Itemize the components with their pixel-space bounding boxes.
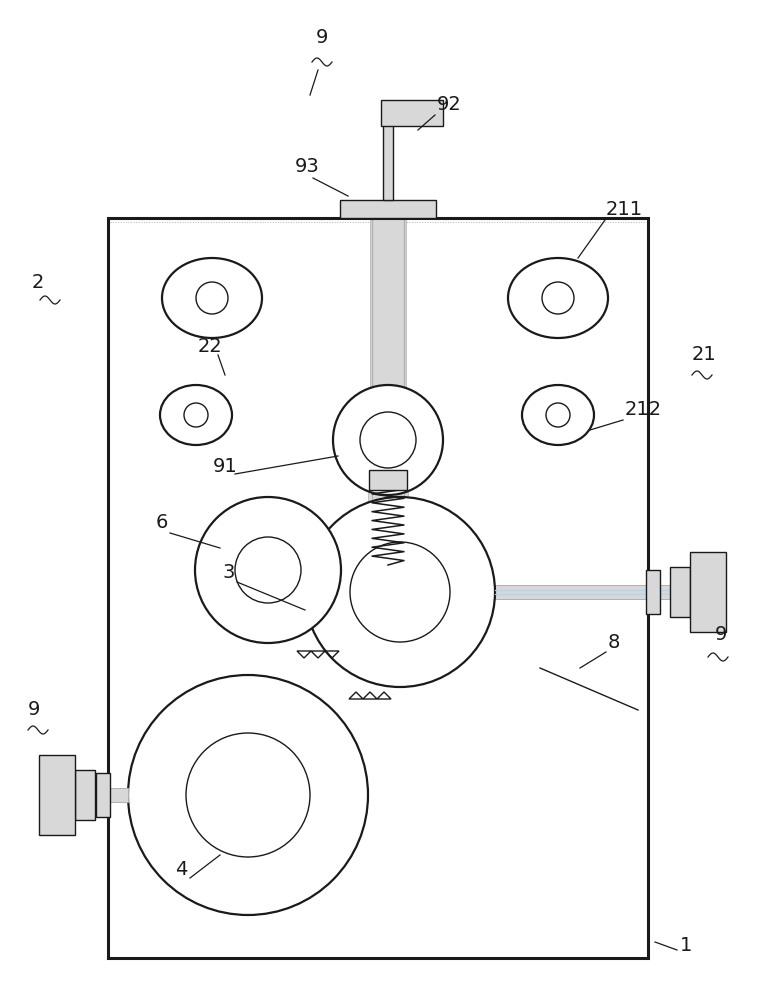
Text: 2: 2 (32, 273, 45, 292)
Bar (75, 770, 95, 820)
Bar (96, 773, 110, 817)
Bar (95, 788, 128, 802)
Text: 92: 92 (437, 95, 462, 114)
Text: 4: 4 (175, 860, 187, 879)
Circle shape (128, 675, 368, 915)
Ellipse shape (160, 385, 232, 445)
Circle shape (305, 497, 495, 687)
Circle shape (546, 403, 570, 427)
Bar (381, 100, 443, 126)
Text: 21: 21 (692, 345, 717, 364)
Bar (368, 490, 408, 560)
Circle shape (195, 497, 341, 643)
Text: 22: 22 (198, 337, 223, 356)
Text: 212: 212 (625, 400, 662, 419)
Bar (39, 755, 75, 835)
Text: 91: 91 (213, 457, 237, 476)
Circle shape (360, 412, 416, 468)
Text: 1: 1 (680, 936, 692, 955)
Bar (383, 118, 393, 200)
Bar (370, 218, 406, 580)
Bar (108, 218, 648, 958)
Bar (646, 570, 660, 614)
Text: 9: 9 (28, 700, 40, 719)
Ellipse shape (162, 258, 262, 338)
Text: 211: 211 (606, 200, 643, 219)
Circle shape (184, 403, 208, 427)
Bar (340, 200, 436, 218)
Text: 93: 93 (295, 157, 320, 176)
Circle shape (186, 733, 310, 857)
Text: 3: 3 (222, 563, 234, 582)
Ellipse shape (508, 258, 608, 338)
Bar (670, 567, 690, 617)
Circle shape (196, 282, 228, 314)
Circle shape (542, 282, 574, 314)
Ellipse shape (522, 385, 594, 445)
Bar (690, 552, 726, 632)
Text: 9: 9 (715, 625, 727, 644)
Circle shape (350, 542, 450, 642)
Text: 9: 9 (316, 28, 328, 47)
Text: 8: 8 (608, 633, 621, 652)
Bar (369, 470, 407, 490)
Circle shape (333, 385, 443, 495)
Text: 6: 6 (156, 513, 168, 532)
Circle shape (235, 537, 301, 603)
Bar (495, 585, 670, 599)
